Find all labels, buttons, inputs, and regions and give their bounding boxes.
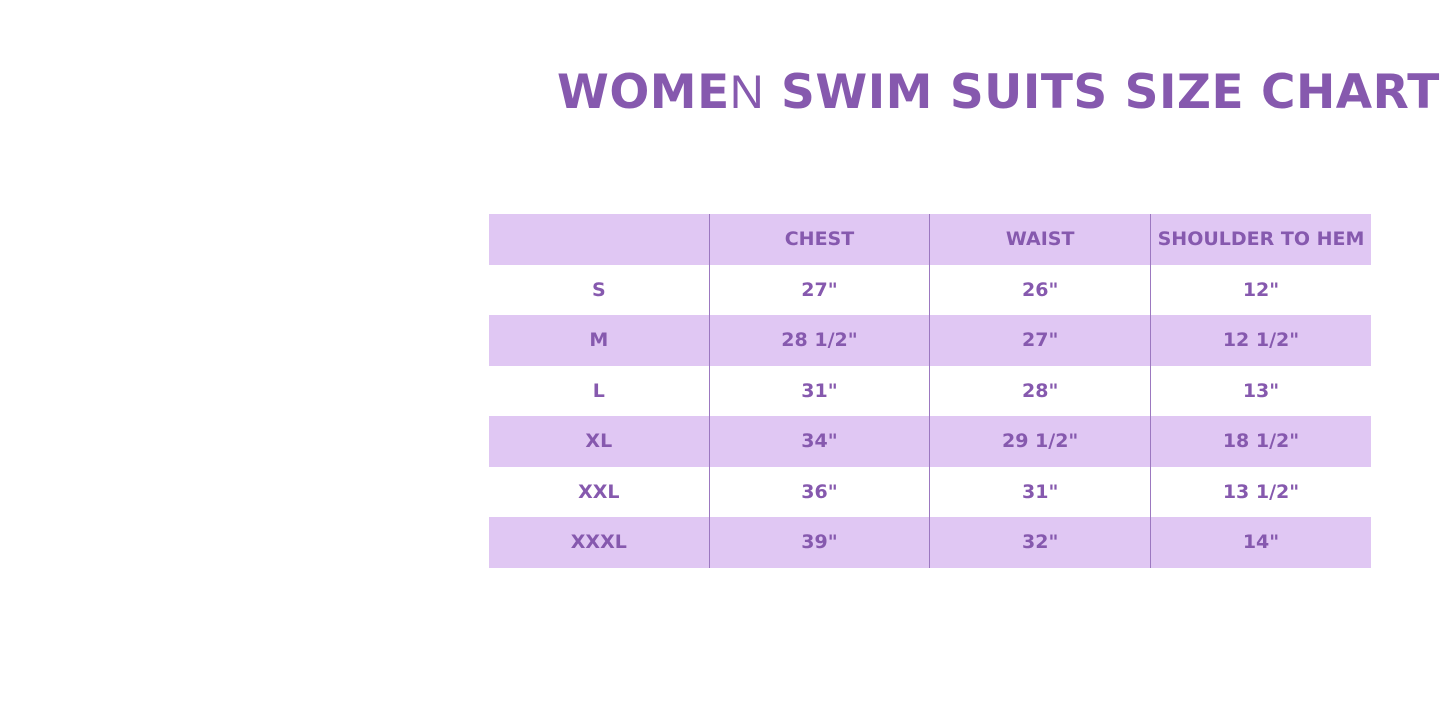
header-row: CHEST WAIST SHOULDER TO HEM xyxy=(489,214,1371,265)
measurement-cell: 12" xyxy=(1150,264,1371,315)
measurement-cell: 29 1/2" xyxy=(929,416,1151,467)
measurement-cell: 34" xyxy=(708,416,930,467)
size-label: M xyxy=(489,315,710,366)
size-label: S xyxy=(591,278,606,301)
table-row: XXL 36" 31" 13 1/2" xyxy=(489,466,1371,517)
table-row: L 31" 28" 13" xyxy=(489,365,1371,416)
measurement-cell: 13" xyxy=(1150,365,1371,416)
size-label: XXL xyxy=(578,480,620,503)
measurement-cell: 28 1/2" xyxy=(708,315,930,366)
measurement-cell: 31" xyxy=(708,365,930,416)
table-row: S 27" 26" 12" xyxy=(489,264,1371,315)
size-label: L xyxy=(592,379,605,402)
column-header: WAIST xyxy=(929,214,1151,265)
measurement-cell: 28" xyxy=(929,365,1151,416)
column-header: CHEST xyxy=(708,214,930,265)
measurement-cell: 26" xyxy=(929,264,1151,315)
measurement-cell: 13 1/2" xyxy=(1150,466,1371,517)
size-chart-table: CHEST WAIST SHOULDER TO HEM S 27" 26" 12" M 28 1… xyxy=(489,214,1371,568)
measurement-cell: 27" xyxy=(929,315,1151,366)
measurement-cell: 18 1/2" xyxy=(1150,416,1371,467)
table-row: XL 34" 29 1/2" 18 1/2" xyxy=(489,416,1371,467)
title-part: WOME xyxy=(557,65,730,120)
measurement-cell: 31" xyxy=(929,466,1151,517)
size-label: XL xyxy=(489,416,710,467)
column-header: SHOULDER TO HEM xyxy=(1150,214,1371,265)
title-part: N xyxy=(729,65,765,118)
table-row: M 28 1/2" 27" 12 1/2" xyxy=(489,315,1371,366)
measurement-cell: 27" xyxy=(708,264,930,315)
measurement-cell: 39" xyxy=(708,517,930,568)
column-header xyxy=(489,214,710,265)
size-label: XXXL xyxy=(489,517,710,568)
page-title: WOMEN SWIM SUITS SIZE CHART xyxy=(557,62,1440,123)
table-row: XXXL 39" 32" 14" xyxy=(489,517,1371,568)
measurement-cell: 12 1/2" xyxy=(1150,315,1371,366)
measurement-cell: 36" xyxy=(708,466,930,517)
title-part: SWIM SUITS SIZE CHART xyxy=(764,65,1440,120)
measurement-cell: 14" xyxy=(1150,517,1371,568)
measurement-cell: 32" xyxy=(929,517,1151,568)
